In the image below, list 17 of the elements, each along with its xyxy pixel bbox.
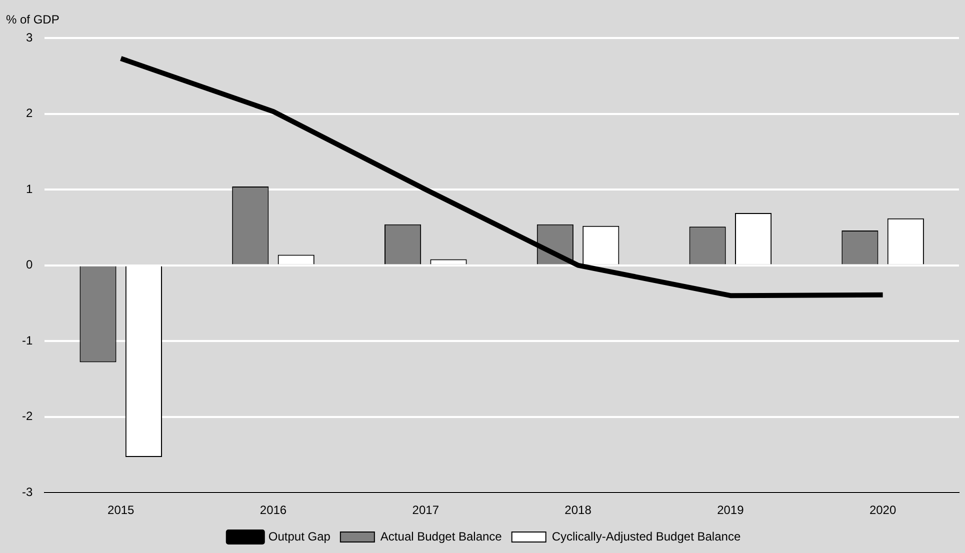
legend-label: Cyclically-Adjusted Budget Balance	[552, 529, 741, 544]
legend-label: Actual Budget Balance	[380, 529, 502, 544]
y-tick-label: 2	[26, 106, 33, 120]
x-tick-label: 2020	[869, 503, 896, 518]
y-tick-label: -1	[22, 333, 33, 348]
x-tick-label: 2016	[260, 503, 287, 518]
x-tick-label: 2015	[108, 503, 135, 518]
y-axis-title: % of GDP	[6, 12, 60, 26]
x-tick-label: 2019	[717, 503, 744, 518]
y-tick-label: -2	[22, 409, 33, 424]
y-tick-label: 0	[26, 258, 33, 272]
y-tick-label: 1	[26, 182, 33, 196]
y-tick-label: -3	[22, 484, 33, 499]
y-tick-label: 3	[26, 30, 33, 44]
x-tick-label: 2018	[564, 503, 592, 518]
legend-label: Output Gap	[268, 529, 331, 544]
x-tick-label: 2017	[412, 503, 440, 518]
